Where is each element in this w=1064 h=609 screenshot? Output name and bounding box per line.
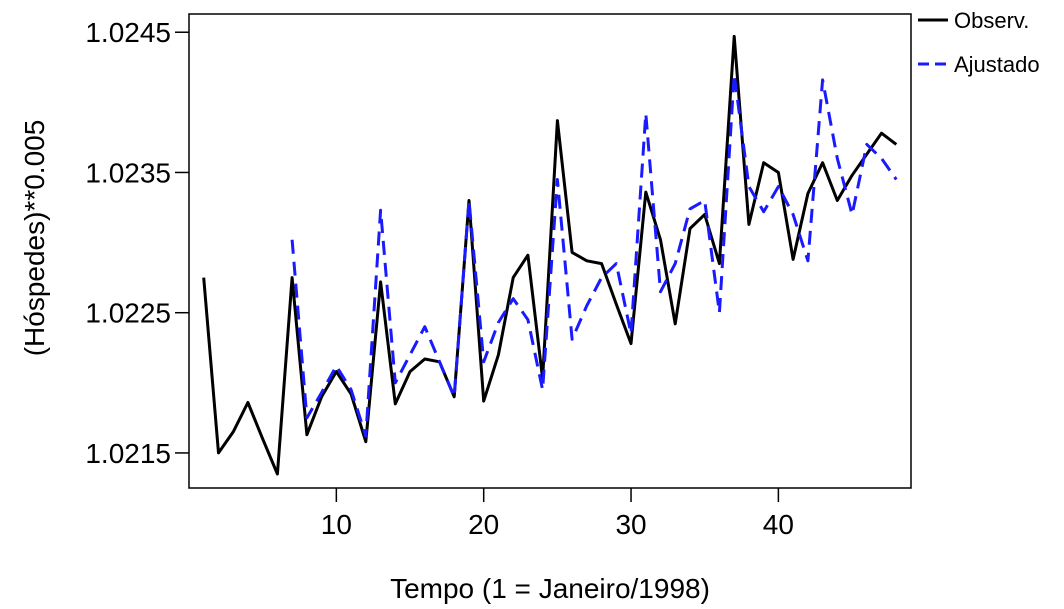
series-layer [202, 34, 898, 476]
legend-label: Ajustado [954, 52, 1040, 77]
y-axis: 1.0215 1.0225 1.0235 1.0245 [85, 17, 189, 469]
y-axis-title: (Hóspedes)**0.005 [19, 120, 50, 357]
y-tick-label: 1.0215 [85, 438, 171, 469]
y-tick-label: 1.0225 [85, 298, 171, 329]
x-axis: 10 20 30 40 [321, 488, 794, 540]
x-tick-label: 20 [468, 509, 499, 540]
series-line-observ [202, 34, 898, 476]
y-tick-label: 1.0235 [85, 157, 171, 188]
series-line-ajustado [290, 72, 898, 438]
y-tick-label: 1.0245 [85, 17, 171, 48]
plot-frame [188, 13, 912, 489]
legend-label: Observ. [954, 8, 1029, 33]
legend: Observ. Ajustado [918, 8, 1040, 77]
x-tick-label: 30 [615, 509, 646, 540]
x-axis-title: Tempo (1 = Janeiro/1998) [390, 573, 710, 604]
x-tick-label: 40 [763, 509, 794, 540]
x-tick-label: 10 [321, 509, 352, 540]
